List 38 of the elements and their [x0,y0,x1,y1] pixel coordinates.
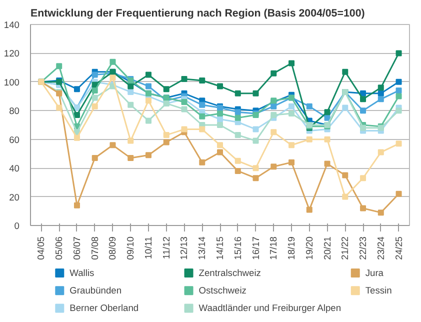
chart-title: Entwicklung der Frequentierung nach Region (Basis 2004/05=100) [30,8,366,20]
x-tick-label: 04/05 [36,236,46,260]
x-tick-label: 13/14 [197,236,208,260]
legend-label: Wallis [70,268,95,278]
legend-label: Ostschweiz [198,286,247,296]
x-tick-label: 16/17 [250,236,261,260]
legend-label: Graubünden [70,286,122,296]
legend-label: Tessin [365,286,392,296]
x-tick-label: 07/08 [90,236,100,260]
y-tick-label: 60 [9,134,20,145]
x-tick-label: 09/10 [126,236,136,260]
y-tick-label: 80 [9,106,20,116]
y-tick-label: 100 [4,77,20,88]
y-tick-label: 40 [9,164,20,174]
x-tick-label: 14/15 [215,236,225,260]
y-tick-label: 20 [9,192,20,202]
y-tick-label: 120 [4,48,20,59]
legend-label: Jura [365,268,384,278]
x-tick-label: 08/09 [108,236,118,260]
x-tick-label: 10/11 [143,236,154,260]
x-tick-label: 18/19 [286,236,297,260]
legend-label: Zentralschweiz [198,268,262,278]
x-tick-label: 19/20 [304,236,314,260]
x-tick-label: 05/06 [54,236,64,260]
x-tick-label: 23/24 [376,236,386,260]
x-tick-label: 15/16 [232,236,243,260]
x-tick-label: 20/21 [322,236,332,260]
legend-label: Berner Oberland [70,303,139,314]
x-tick-label: 17/18 [268,236,279,260]
x-tick-label: 22/23 [358,236,368,260]
x-tick-label: 24/25 [394,236,404,260]
x-tick-label: 11/12 [161,236,172,260]
y-tick-label: 140 [4,20,20,30]
y-tick-label: 0 [14,221,20,231]
x-tick-label: 06/07 [72,236,82,260]
legend-label: Waadtländer und Freiburger Alpen [198,303,342,314]
x-tick-label: 21/22 [340,236,350,260]
x-tick-label: 12/13 [179,236,190,260]
